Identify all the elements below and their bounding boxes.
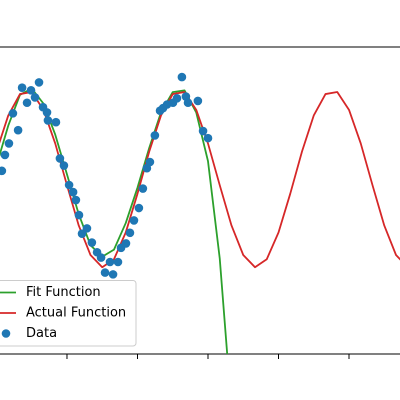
data-point — [193, 96, 203, 106]
plot-area — [0, 72, 400, 354]
data-point — [0, 166, 7, 176]
data-point — [0, 150, 10, 160]
data-point — [68, 187, 78, 197]
data-point — [129, 216, 139, 225]
data-point — [43, 116, 53, 125]
line-series — [0, 91, 400, 269]
data-point — [26, 86, 36, 95]
data-point — [13, 125, 23, 135]
data-point — [113, 257, 123, 267]
legend-label: Data — [26, 326, 57, 341]
legend-marker — [1, 329, 11, 338]
data-point — [138, 184, 148, 193]
data-point — [87, 238, 97, 247]
data-point — [51, 117, 61, 127]
data-point — [71, 195, 81, 205]
data-point — [34, 78, 44, 87]
data-point — [64, 180, 74, 190]
data-point — [82, 224, 92, 233]
data-point — [55, 154, 65, 163]
data-point — [125, 228, 135, 238]
legend: Fit Function Actual Function Data — [0, 280, 137, 347]
data-point — [59, 161, 69, 170]
legend-label: Fit Function — [26, 285, 101, 300]
line-series — [0, 87, 229, 354]
data-point — [42, 108, 52, 117]
data-point — [203, 133, 213, 143]
data-point — [4, 139, 14, 148]
data-point — [30, 93, 40, 102]
data-point — [150, 131, 160, 140]
legend-label: Actual Function — [26, 306, 126, 321]
data-point — [172, 94, 182, 103]
data-point — [134, 203, 144, 213]
legend-box — [0, 280, 137, 347]
data-point — [198, 126, 208, 136]
data-point — [177, 72, 187, 82]
data-point — [74, 210, 84, 220]
data-point — [100, 268, 110, 277]
data-point — [183, 98, 193, 108]
data-point — [121, 239, 131, 248]
data-point — [108, 270, 118, 279]
data-point — [8, 109, 18, 118]
data-point — [145, 157, 155, 167]
data-point — [105, 257, 115, 267]
data-point — [96, 253, 106, 262]
data-point — [17, 83, 27, 92]
data-point — [22, 98, 32, 108]
